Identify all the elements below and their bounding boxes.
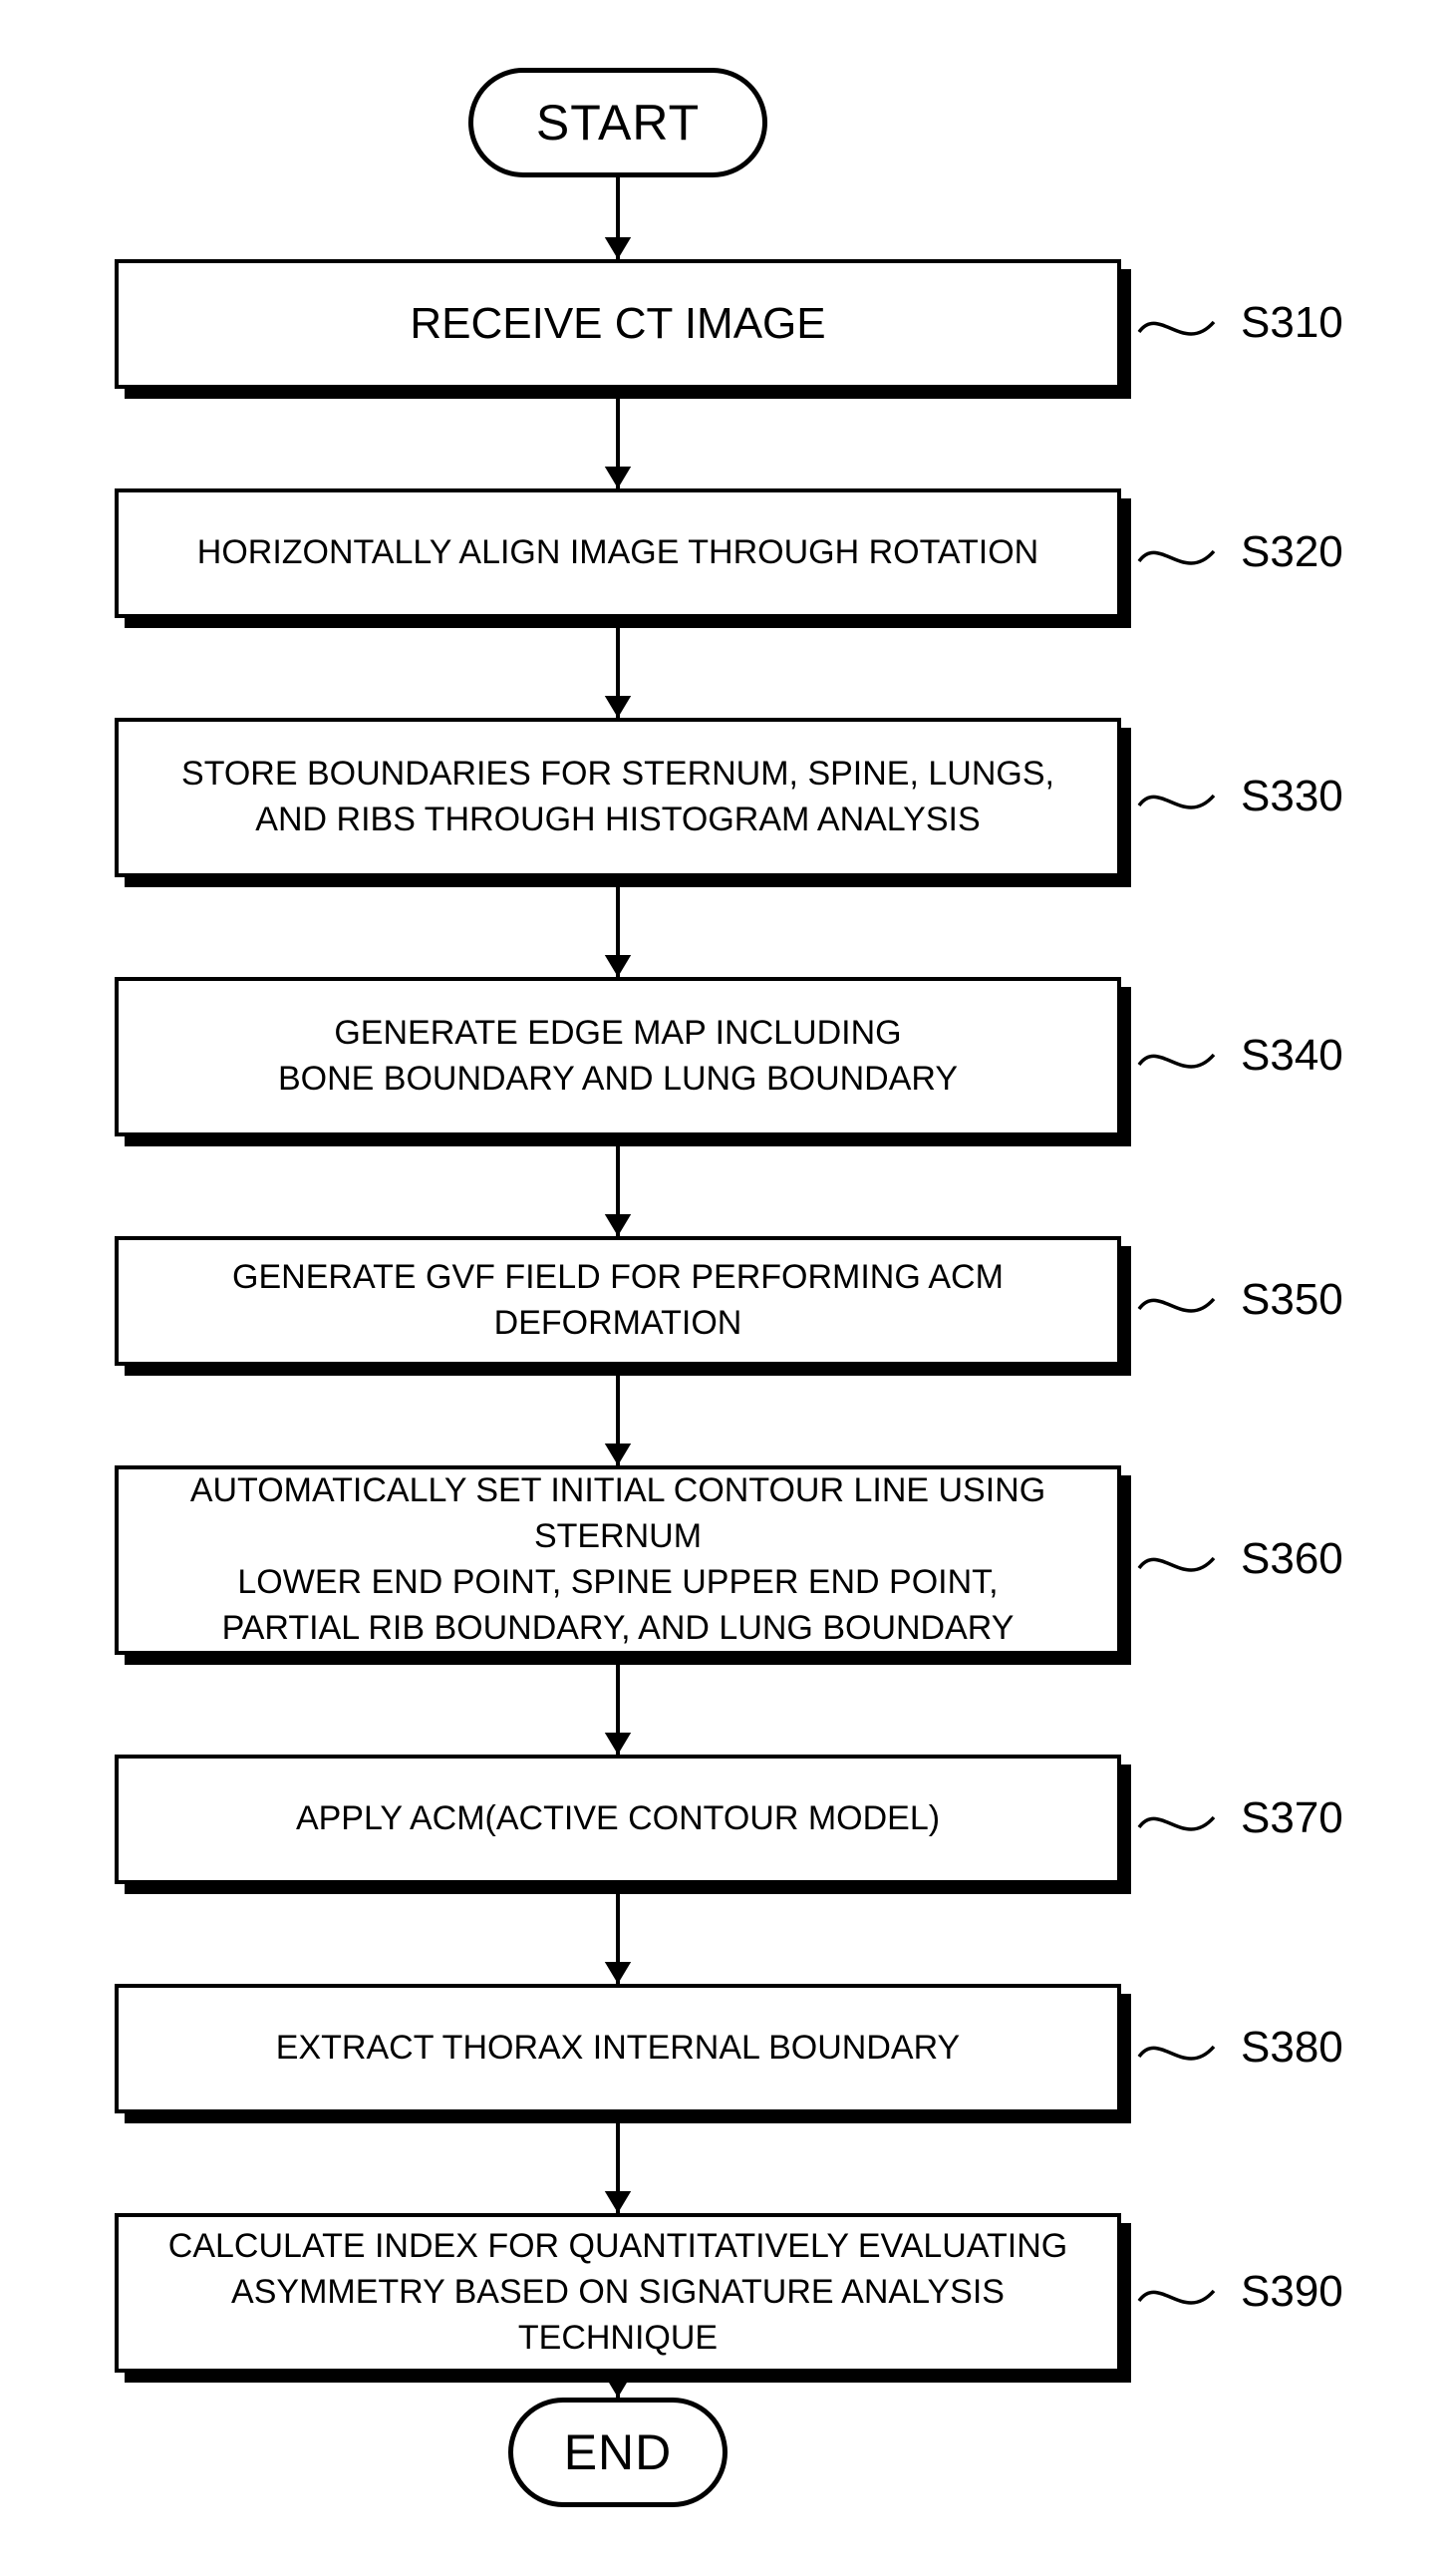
- step-s320: HORIZONTALLY ALIGN IMAGE THROUGH ROTATIO…: [115, 488, 1121, 618]
- step-text: EXTRACT THORAX INTERNAL BOUNDARY: [276, 2026, 960, 2072]
- step-text: HORIZONTALLY ALIGN IMAGE THROUGH ROTATIO…: [197, 530, 1038, 576]
- step-text: AUTOMATICALLY SET INITIAL CONTOUR LINE U…: [139, 1468, 1097, 1652]
- step-label-s360: S360: [1241, 1534, 1343, 1584]
- step-label-s380: S380: [1241, 2023, 1343, 2073]
- step-s330: STORE BOUNDARIES FOR STERNUM, SPINE, LUN…: [115, 718, 1121, 877]
- step-text: STORE BOUNDARIES FOR STERNUM, SPINE, LUN…: [181, 752, 1054, 843]
- terminator-end-label: END: [564, 2423, 673, 2481]
- step-s390: CALCULATE INDEX FOR QUANTITATIVELY EVALU…: [115, 2213, 1121, 2373]
- step-label-s340: S340: [1241, 1031, 1343, 1081]
- step-label-s390: S390: [1241, 2267, 1343, 2317]
- step-text: CALCULATE INDEX FOR QUANTITATIVELY EVALU…: [139, 2224, 1097, 2362]
- step-s350: GENERATE GVF FIELD FOR PERFORMING ACM DE…: [115, 1236, 1121, 1366]
- step-s310: RECEIVE CT IMAGE: [115, 259, 1121, 389]
- step-text: RECEIVE CT IMAGE: [410, 294, 825, 353]
- step-label-s310: S310: [1241, 298, 1343, 348]
- step-text: GENERATE GVF FIELD FOR PERFORMING ACM DE…: [139, 1255, 1097, 1347]
- terminator-start: START: [468, 68, 767, 177]
- step-s360: AUTOMATICALLY SET INITIAL CONTOUR LINE U…: [115, 1465, 1121, 1655]
- step-label-s370: S370: [1241, 1793, 1343, 1843]
- flowchart-canvas: START RECEIVE CT IMAGE S310 HORIZONTALLY AL…: [0, 0, 1456, 2568]
- terminator-start-label: START: [536, 94, 700, 152]
- step-label-s320: S320: [1241, 527, 1343, 577]
- step-label-s330: S330: [1241, 772, 1343, 821]
- step-text: GENERATE EDGE MAP INCLUDINGBONE BOUNDARY…: [278, 1011, 958, 1103]
- step-label-s350: S350: [1241, 1275, 1343, 1325]
- step-s380: EXTRACT THORAX INTERNAL BOUNDARY: [115, 1984, 1121, 2113]
- step-s370: APPLY ACM(ACTIVE CONTOUR MODEL): [115, 1755, 1121, 1884]
- step-s340: GENERATE EDGE MAP INCLUDINGBONE BOUNDARY…: [115, 977, 1121, 1136]
- step-text: APPLY ACM(ACTIVE CONTOUR MODEL): [296, 1796, 940, 1842]
- terminator-end: END: [508, 2398, 728, 2507]
